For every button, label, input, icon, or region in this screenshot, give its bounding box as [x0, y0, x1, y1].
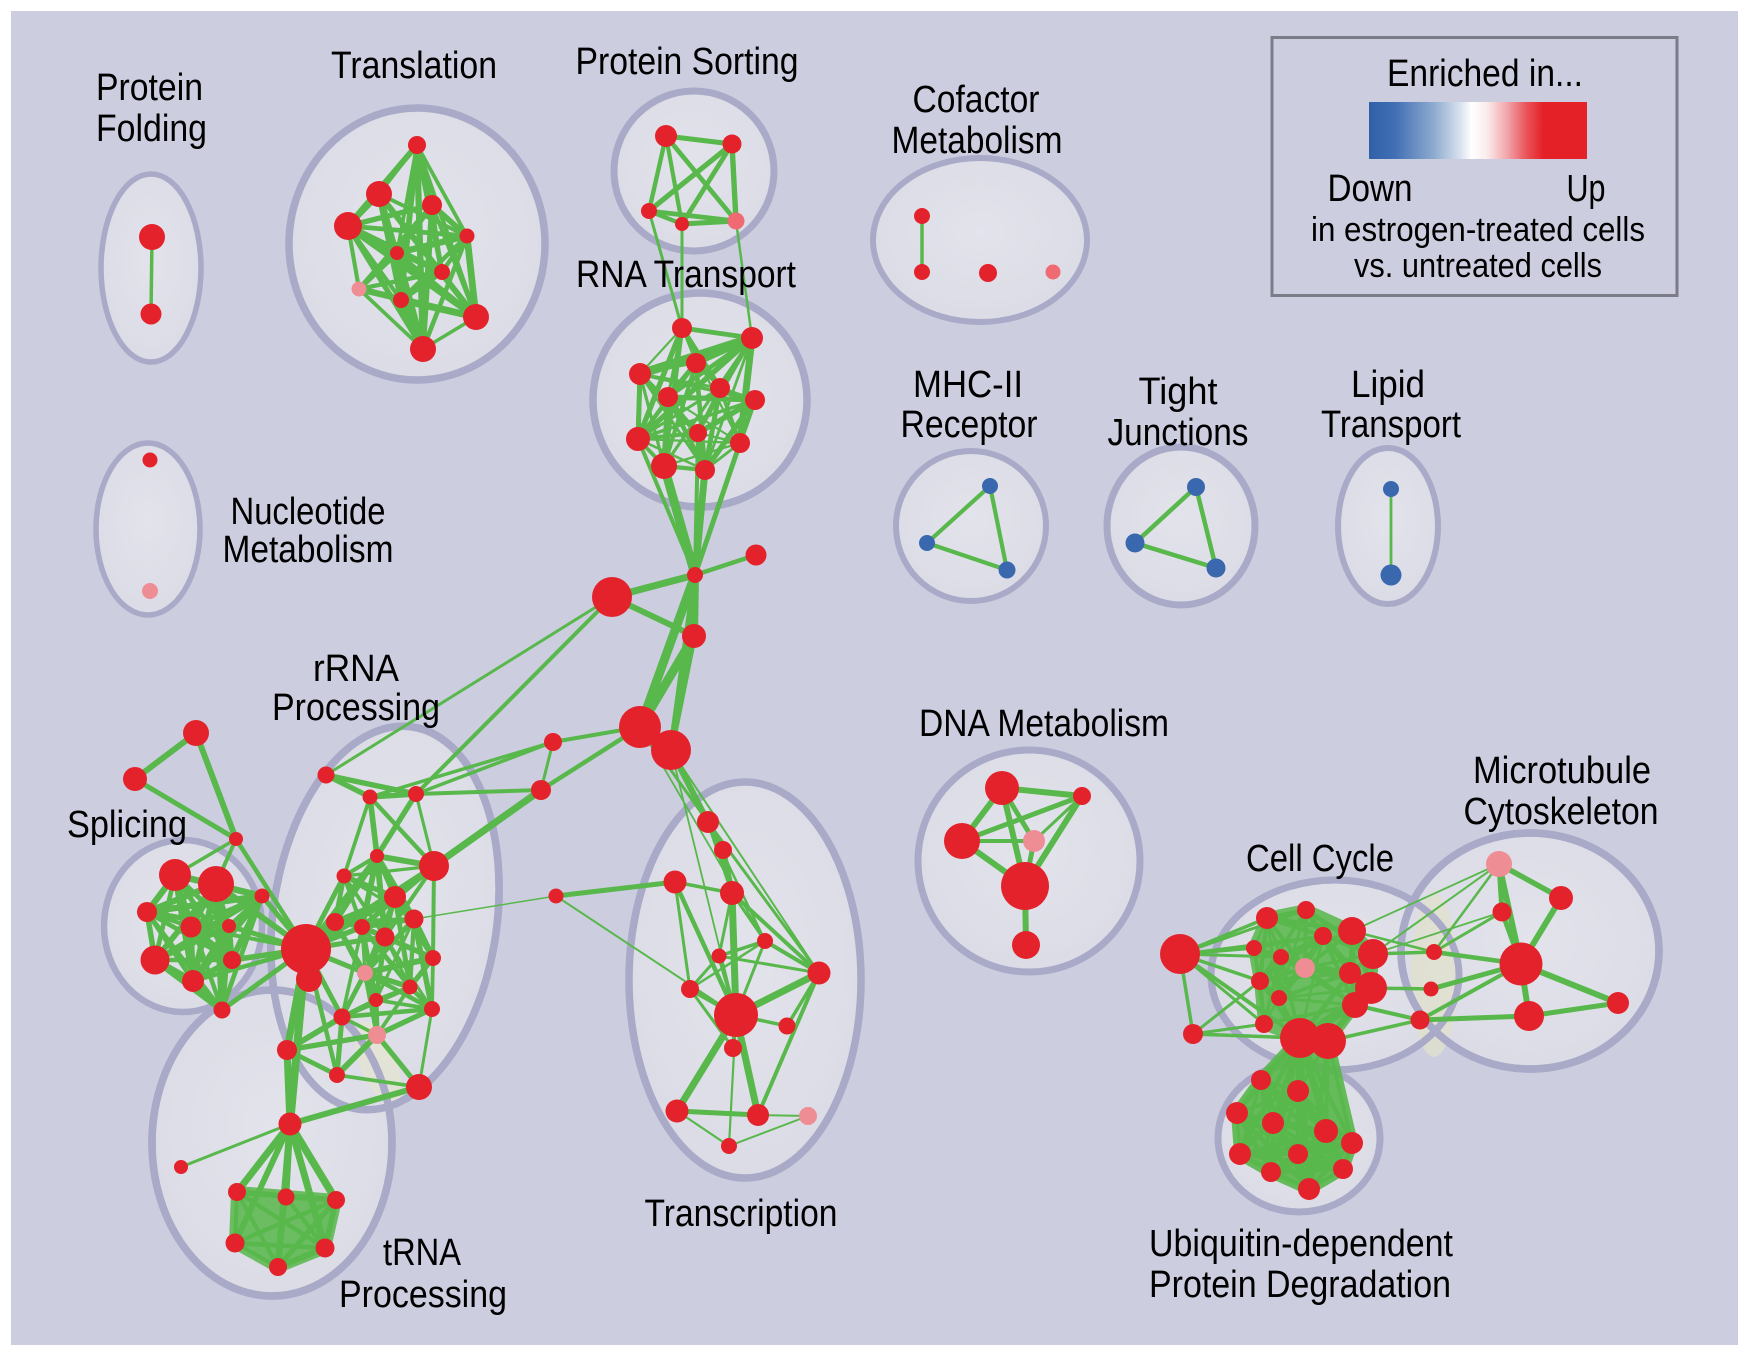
- svg-text:Up: Up: [1567, 168, 1606, 210]
- svg-text:Tight: Tight: [1139, 371, 1218, 413]
- svg-text:Processing: Processing: [339, 1274, 507, 1316]
- svg-text:Protein Degradation: Protein Degradation: [1149, 1264, 1451, 1306]
- svg-text:Metabolism: Metabolism: [223, 529, 394, 571]
- svg-text:Enriched in...: Enriched in...: [1387, 53, 1583, 95]
- svg-text:Cell Cycle: Cell Cycle: [1246, 838, 1394, 880]
- svg-text:Lipid: Lipid: [1351, 364, 1425, 406]
- svg-text:MHC-II: MHC-II: [913, 364, 1023, 406]
- svg-text:Protein Sorting: Protein Sorting: [576, 41, 799, 83]
- svg-text:Processing: Processing: [272, 687, 440, 729]
- svg-text:Protein: Protein: [96, 67, 203, 109]
- svg-text:Nucleotide: Nucleotide: [231, 491, 386, 533]
- svg-text:Ubiquitin-dependent: Ubiquitin-dependent: [1149, 1223, 1453, 1265]
- svg-text:DNA Metabolism: DNA Metabolism: [919, 703, 1169, 745]
- svg-text:Cytoskeleton: Cytoskeleton: [1464, 791, 1659, 833]
- svg-text:Microtubule: Microtubule: [1473, 750, 1651, 792]
- svg-text:tRNA: tRNA: [383, 1232, 462, 1274]
- svg-text:Translation: Translation: [331, 45, 497, 87]
- svg-text:in estrogen-treated cells: in estrogen-treated cells: [1311, 211, 1645, 249]
- svg-text:Splicing: Splicing: [67, 804, 187, 846]
- svg-text:vs. untreated cells: vs. untreated cells: [1354, 247, 1602, 285]
- svg-text:Cofactor: Cofactor: [913, 79, 1040, 121]
- svg-text:Down: Down: [1328, 168, 1413, 210]
- svg-text:RNA Transport: RNA Transport: [576, 254, 796, 296]
- svg-text:Junctions: Junctions: [1108, 412, 1249, 454]
- svg-text:Metabolism: Metabolism: [892, 120, 1063, 162]
- svg-text:Folding: Folding: [96, 108, 207, 150]
- svg-text:rRNA: rRNA: [313, 648, 400, 690]
- svg-text:Transport: Transport: [1321, 404, 1461, 446]
- svg-text:Transcription: Transcription: [645, 1193, 838, 1235]
- svg-text:Receptor: Receptor: [901, 404, 1038, 446]
